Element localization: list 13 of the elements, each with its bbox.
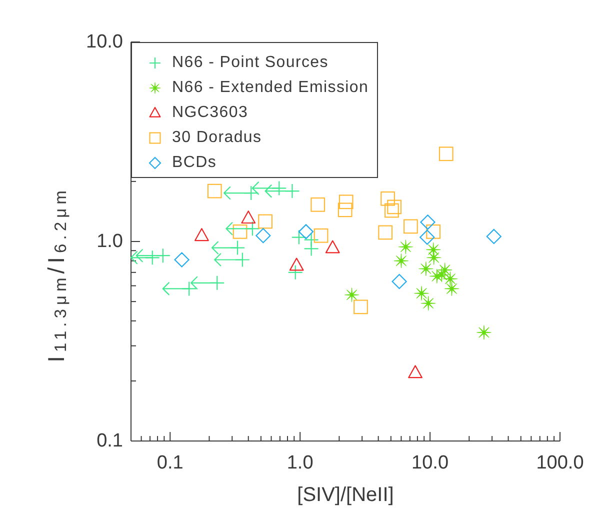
x-tick-label: 100.0	[536, 452, 584, 474]
legend-label: 30 Doradus	[172, 128, 262, 146]
legend-label: NGC3603	[172, 104, 248, 122]
legend-label: N66 - Point Sources	[172, 54, 328, 72]
x-tick-label: 0.1	[156, 452, 184, 474]
x-axis-title: [SIV]/[NeII]	[297, 484, 394, 506]
x-tick-label: 10.0	[412, 452, 449, 474]
y-tick-label: 10.0	[86, 32, 123, 52]
legend-label: BCDs	[172, 154, 217, 172]
x-tick-label: 1.0	[286, 452, 314, 474]
y-tick-label: 1.0	[96, 231, 123, 252]
legend-label: N66 - Extended Emission	[172, 78, 369, 96]
y-tick-label: 0.1	[96, 430, 123, 452]
